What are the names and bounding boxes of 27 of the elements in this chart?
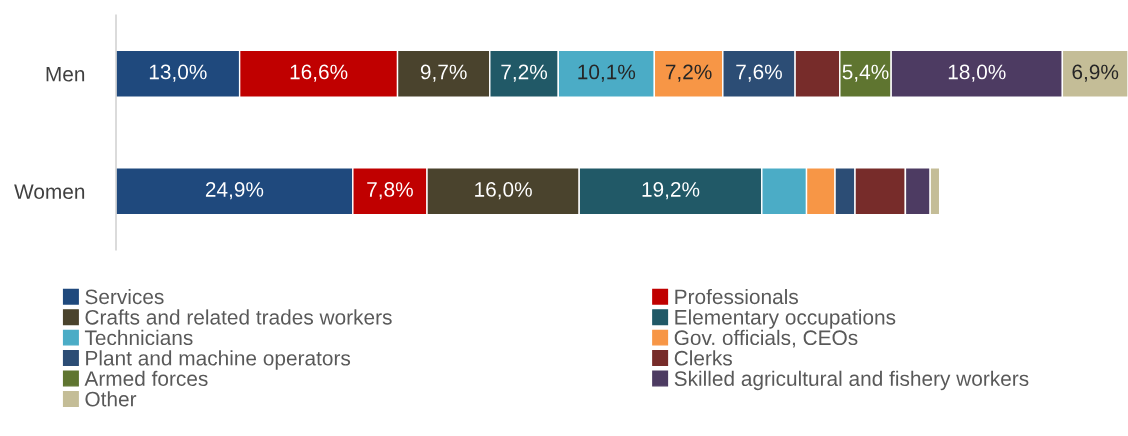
data-label: 7,2%: [665, 64, 712, 82]
legend-label: Gov. officials, CEOs: [674, 329, 858, 348]
legend-label: Plant and machine operators: [86, 350, 351, 370]
data-label: 5,4%: [842, 64, 889, 82]
data-label: 16,0%: [475, 182, 532, 200]
data-label: 10,1%: [578, 64, 636, 82]
legend-label: Crafts and related trades workers: [85, 309, 392, 325]
data-label: 18,0%: [948, 64, 1006, 82]
data-label: 6,9%: [1072, 64, 1119, 82]
data-label: 7,8%: [367, 182, 413, 200]
data-label: 24,9%: [205, 182, 264, 200]
legend-label: Clerks: [674, 350, 732, 366]
data-label: 7,6%: [736, 64, 782, 82]
legend-label: Services: [85, 288, 164, 305]
data-label: 13,0%: [149, 64, 207, 82]
y-tick-label: Women: [14, 184, 85, 199]
legend-label: Skilled agricultural and fishery workers: [674, 370, 1029, 391]
legend-label: Armed forces: [84, 370, 208, 387]
data-label: 19,2%: [642, 182, 700, 200]
legend-label: Elementary occupations: [675, 309, 896, 329]
y-tick-label: Men: [46, 66, 85, 82]
data-label: 7,2%: [501, 64, 548, 82]
legend-label: Other: [85, 391, 137, 407]
legend-label: Technicians: [84, 329, 193, 346]
data-label: 9,7%: [420, 64, 467, 82]
legend-label: Professionals: [675, 288, 798, 305]
data-label: 16,6%: [290, 64, 348, 82]
